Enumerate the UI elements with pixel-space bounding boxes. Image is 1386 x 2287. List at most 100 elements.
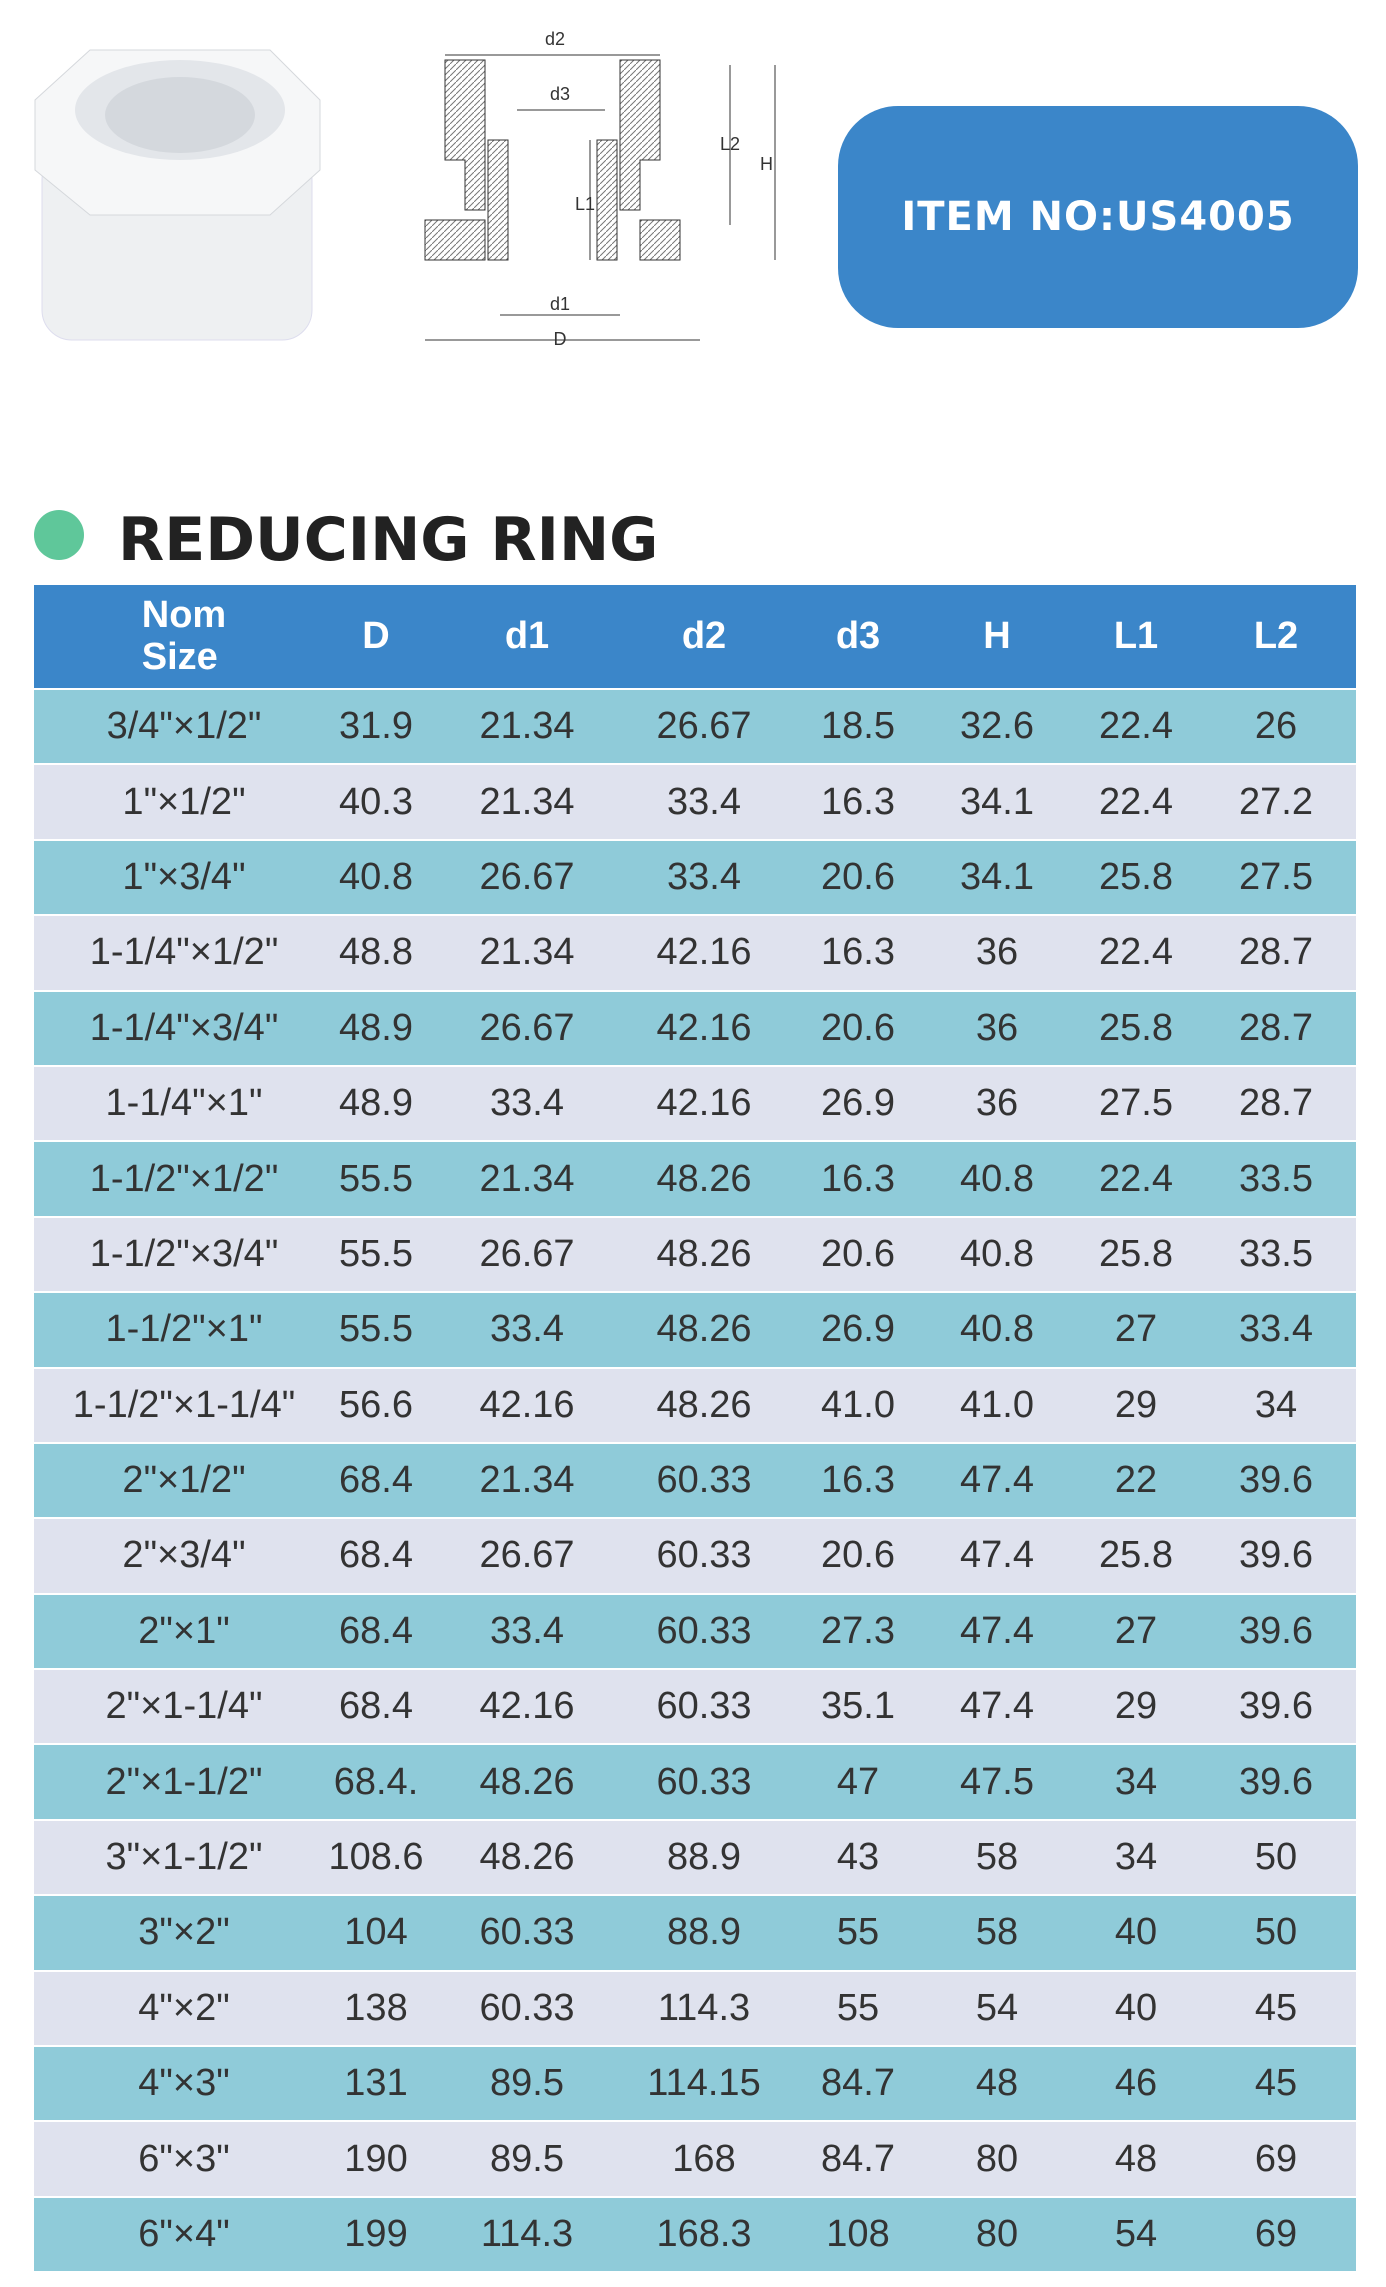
table-cell: 1"×1/2" (122, 780, 246, 823)
table-row: 2"×1-1/4" 68.4 42.16 60.33 35.1 47.4 29 39.6 (34, 1670, 1356, 1746)
table-cell: 60.33 (479, 1986, 575, 2029)
table-cell: 47.4 (960, 1609, 1034, 1652)
header-cell: L2 (1253, 615, 1299, 657)
table-cell: 34 (1114, 1760, 1158, 1803)
table-cell: 54 (975, 1986, 1019, 2029)
table-row: 1-1/4"×1" 48.9 33.4 42.16 26.9 36 27.5 28.7 (34, 1066, 1356, 1143)
section-title: REDUCING RING (118, 505, 659, 575)
table-cell: 34 (1254, 1383, 1298, 1426)
table-cell: 33.5 (1239, 1157, 1313, 1200)
table-cell: 39.6 (1239, 1685, 1313, 1728)
table-cell: 2"×1" (138, 1609, 230, 1652)
dim-label: H (760, 154, 773, 174)
table-cell: 20.6 (821, 855, 895, 898)
table-cell: 27.3 (821, 1609, 895, 1652)
table-row: 1-1/2"×1/2" 55.5 21.34 48.26 16.3 40.8 22.4 33.… (34, 1142, 1356, 1218)
table-cell: 58 (975, 1836, 1019, 1879)
table-cell: 55.5 (339, 1232, 413, 1275)
table-cell: 25.8 (1099, 1232, 1173, 1275)
table-cell: 60.33 (656, 1534, 752, 1577)
header-cell: d1 (504, 615, 550, 657)
table-cell: 168.3 (656, 2213, 752, 2255)
table-cell: 1-1/2"×3/4" (89, 1232, 279, 1275)
table-cell: 25.8 (1099, 1534, 1173, 1577)
table-cell: 2"×1/2" (122, 1459, 246, 1502)
table-cell: 33.4 (667, 780, 741, 823)
table-cell: 27.5 (1239, 855, 1313, 898)
product-photo (34, 49, 321, 341)
table-cell: 48.26 (656, 1232, 752, 1275)
table-cell: 55 (836, 1986, 880, 2029)
table-cell: 25.8 (1099, 855, 1173, 898)
table-cell: 3"×1-1/2" (105, 1836, 263, 1879)
table-cell: 48.26 (656, 1157, 752, 1200)
table-cell: 48 (975, 2062, 1019, 2105)
table-cell: 34.1 (960, 855, 1034, 898)
table-cell: 36 (975, 1006, 1019, 1049)
table-cell: 1-1/2"×1" (105, 1308, 263, 1351)
table-cell: 29 (1114, 1383, 1158, 1426)
table-cell: 1-1/4"×3/4" (89, 1006, 279, 1049)
table-cell: 40 (1114, 1986, 1158, 2029)
table-cell: 58 (975, 1911, 1019, 1954)
table-cell: 41.0 (960, 1383, 1034, 1426)
table-cell: 21.34 (479, 705, 575, 748)
table-cell: 1-1/2"×1/2" (89, 1157, 279, 1200)
table-cell: 42.16 (479, 1685, 575, 1728)
table-cell: 40.8 (339, 855, 413, 898)
table-row: 6"×4" 199 114.3 168.3 108 80 54 69 (34, 2197, 1356, 2274)
table-cell: 27.5 (1099, 1082, 1173, 1125)
table-cell: 80 (975, 2213, 1019, 2255)
table-cell: 80 (975, 2137, 1019, 2180)
table-cell: 31.9 (339, 705, 413, 748)
table-cell: 27 (1114, 1609, 1158, 1652)
table-cell: 33.4 (490, 1609, 564, 1652)
table-cell: 104 (344, 1911, 408, 1954)
bullet (34, 510, 84, 560)
table-cell: 60.33 (656, 1685, 752, 1728)
table-cell: 42.16 (479, 1383, 575, 1426)
table-cell: 32.6 (960, 705, 1034, 748)
table-cell: 42.16 (656, 1082, 752, 1125)
table-cell: 84.7 (821, 2062, 895, 2105)
table-cell: 1"×3/4" (122, 855, 246, 898)
table-cell: 40.3 (339, 780, 413, 823)
table-cell: 131 (344, 2062, 408, 2105)
table-row: 1-1/4"×3/4" 48.9 26.67 42.16 20.6 36 25.8 28.7 (34, 991, 1356, 1067)
header-cell: L1 (1113, 615, 1159, 657)
table-cell: 55.5 (339, 1157, 413, 1200)
table-row: 2"×1" 68.4 33.4 60.33 27.3 47.4 27 39.6 (34, 1594, 1356, 1671)
table-cell: 26.67 (479, 1006, 575, 1049)
table-cell: 114.3 (480, 2213, 574, 2255)
table-cell: 39.6 (1239, 1534, 1313, 1577)
table-cell: 45 (1254, 2062, 1298, 2105)
table-row: 2"×1-1/2" 68.4. 48.26 60.33 47 47.5 34 39.6 (34, 1745, 1356, 1821)
table-cell: 47.4 (960, 1459, 1034, 1502)
table-cell: 40.8 (960, 1308, 1034, 1351)
table-cell: 16.3 (821, 780, 895, 823)
table-cell: 60.33 (479, 1911, 575, 1954)
table-row: 1"×1/2" 40.3 21.34 33.4 16.3 34.1 22.4 27.2 (34, 765, 1356, 841)
table-cell: 39.6 (1239, 1760, 1313, 1803)
table-cell: 26.67 (479, 1534, 575, 1577)
table-cell: 168 (672, 2137, 736, 2180)
table-cell: 28.7 (1239, 1082, 1313, 1125)
table-cell: 48.26 (656, 1308, 752, 1351)
table-cell: 20.6 (821, 1006, 895, 1049)
table-cell: 27 (1114, 1308, 1158, 1351)
table-cell: 55 (836, 1911, 880, 1954)
table-cell: 47.4 (960, 1685, 1034, 1728)
table-cell: 36 (975, 931, 1019, 974)
header-cell: d2 (681, 615, 727, 657)
table-cell: 26 (1254, 705, 1298, 748)
header-cell: d3 (835, 615, 881, 657)
table-cell: 47.4 (960, 1534, 1034, 1577)
table-cell: 114.3 (657, 1986, 751, 2029)
table-cell: 84.7 (821, 2137, 895, 2180)
table-cell: 22 (1114, 1459, 1158, 1502)
table-cell: 22.4 (1099, 931, 1173, 974)
table-cell: 1-1/4"×1" (105, 1082, 263, 1125)
table-cell: 108.6 (328, 1836, 424, 1879)
table-cell: 88.9 (667, 1836, 741, 1879)
